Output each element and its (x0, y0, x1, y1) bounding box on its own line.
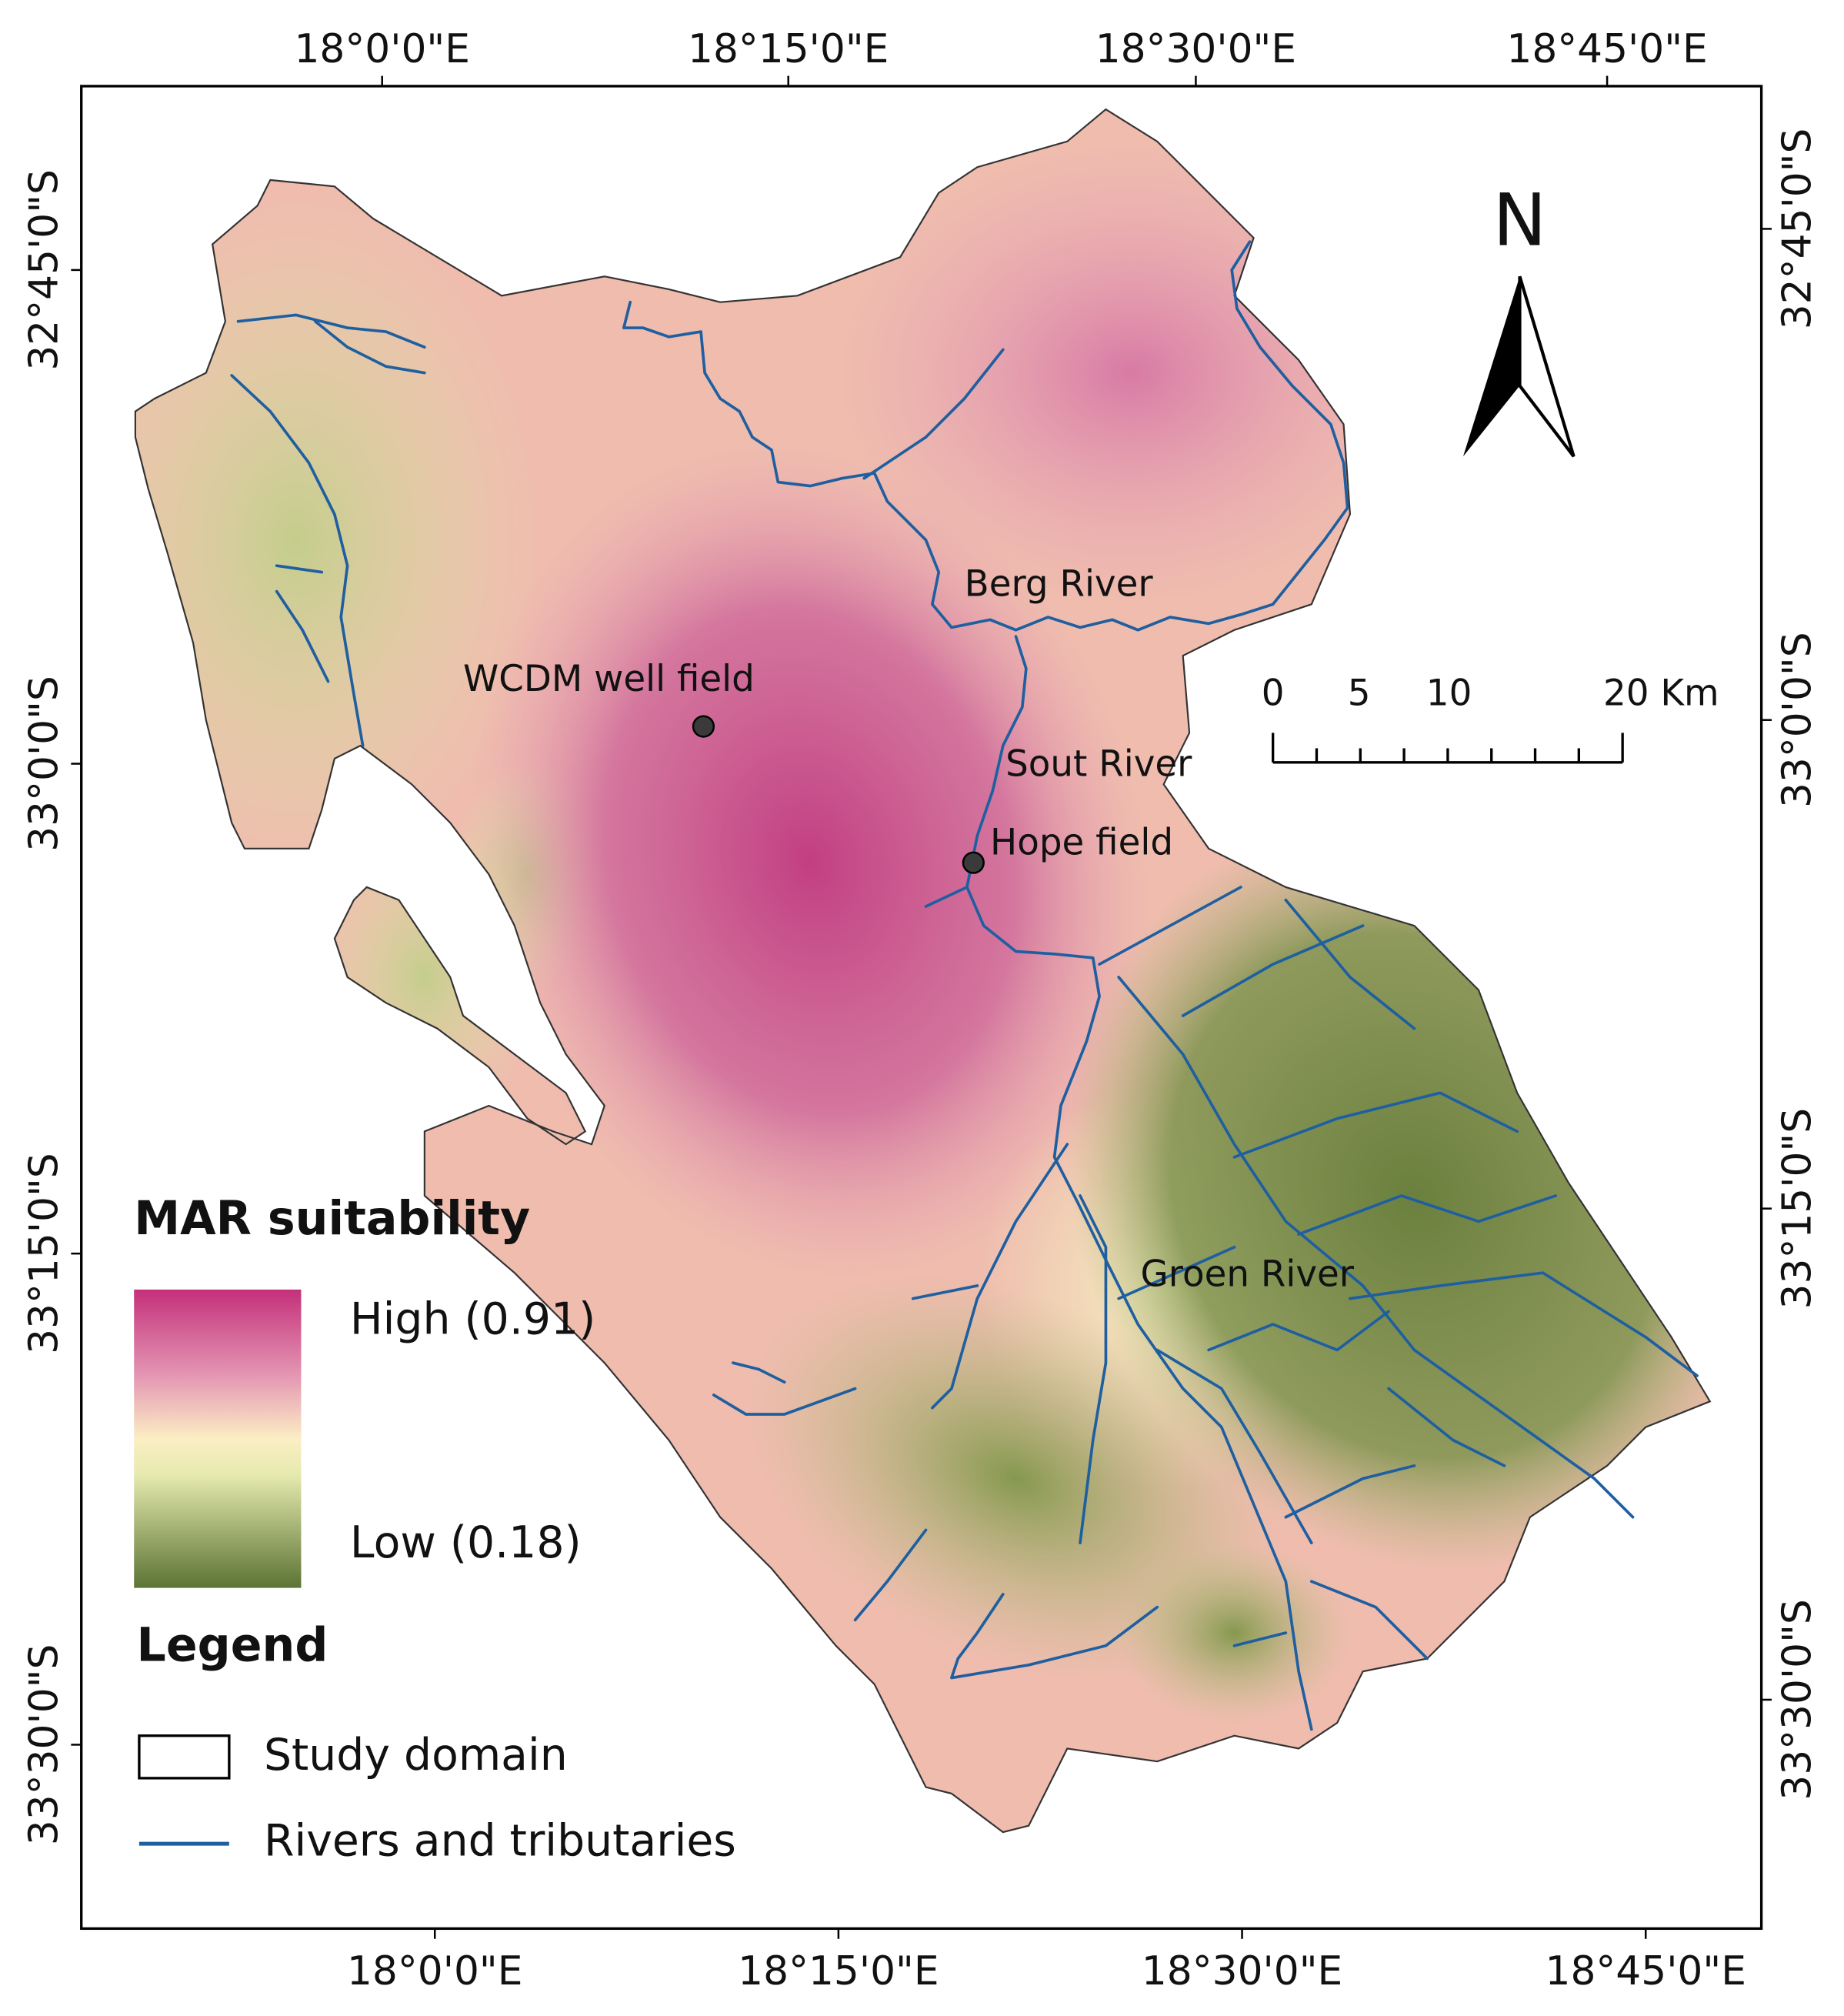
nw-rivers (230, 313, 426, 747)
raster-nw-low (135, 192, 541, 887)
north-arrow-left (1462, 276, 1520, 457)
bottom-longitude-label: 18°0'0"E (347, 1948, 522, 1994)
place-label: Hope field (990, 822, 1173, 863)
bottom-longitude-label: 18°30'0"E (1142, 1948, 1342, 1994)
left-latitude-label: 33°30'0"S (22, 1644, 68, 1846)
left-latitude-label: 32°45'0"S (22, 169, 68, 371)
wcdm-well-field-point (692, 715, 715, 738)
bottom-longitude-label: 18°15'0"E (738, 1948, 939, 1994)
top-longitude-label: 18°15'0"E (688, 26, 889, 72)
suitability-high-label: High (0.91) (350, 1293, 595, 1344)
top-longitude-label: 18°30'0"E (1095, 26, 1296, 72)
scale-bar-label: 0 (1262, 673, 1285, 714)
right-latitude-label: 33°30'0"S (1775, 1599, 1821, 1801)
north-arrow (1462, 275, 1576, 458)
suitability-legend-title: MAR suitability (134, 1192, 530, 1246)
study-domain-swatch (138, 1734, 231, 1780)
legend-item: Rivers and tributaries (264, 1816, 736, 1867)
place-label: Groen River (1141, 1254, 1355, 1296)
north-label: N (1492, 179, 1546, 262)
raster-center-high (469, 442, 1152, 1280)
place-label: WCDM well field (463, 659, 755, 700)
raster-s2-low (1119, 1543, 1350, 1724)
legend-title: Legend (137, 1619, 328, 1673)
place-label: Sout River (1005, 743, 1192, 785)
groen-tributaries (1098, 886, 1699, 1519)
scale-bar-label: 20 Km (1603, 673, 1719, 714)
hope-field-point (962, 851, 985, 874)
scale-bar-label: 5 (1348, 673, 1371, 714)
map-frame (80, 85, 1763, 1931)
right-latitude-label: 33°15'0"S (1775, 1108, 1821, 1310)
left-latitude-label: 33°15'0"S (22, 1153, 68, 1354)
berg-river (622, 240, 1349, 632)
suitability-color-bar (134, 1289, 302, 1588)
suitability-low-label: Low (0.18) (350, 1517, 582, 1568)
groen-branches (853, 1143, 1429, 1680)
right-latitude-label: 33°0'0"S (1775, 632, 1821, 808)
right-latitude-label: 32°45'0"S (1775, 129, 1821, 330)
coastal-streams (712, 1361, 857, 1416)
scale-bar-label: 10 (1426, 673, 1472, 714)
legend-item: Study domain (264, 1730, 568, 1781)
left-latitude-label: 33°0'0"S (22, 676, 68, 852)
rivers (230, 240, 1699, 1731)
top-longitude-label: 18°0'0"E (294, 26, 469, 72)
north-arrow-right (1518, 275, 1576, 458)
bottom-longitude-label: 18°45'0"E (1546, 1948, 1746, 1994)
scale-bar: 0 5 10 20 Km (1262, 673, 1719, 764)
river-tributary (862, 348, 1005, 480)
sout-groen-river (924, 635, 1313, 1731)
place-label: Berg River (965, 563, 1154, 605)
top-longitude-label: 18°45'0"E (1506, 26, 1707, 72)
